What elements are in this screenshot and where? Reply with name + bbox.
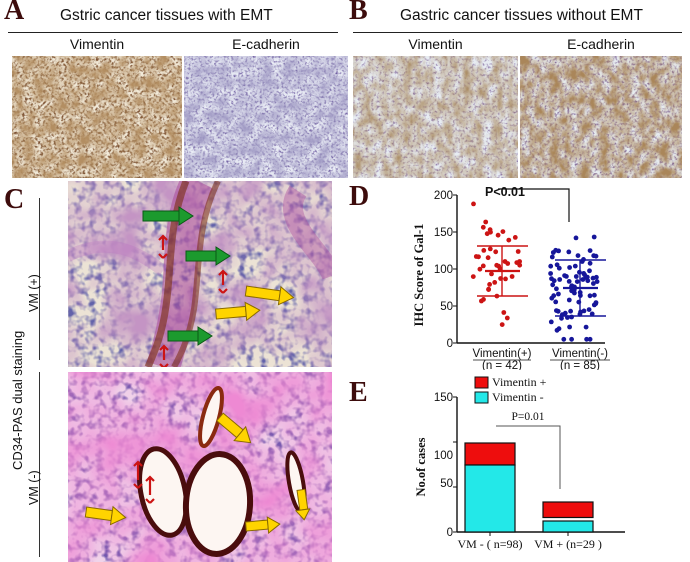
svg-text:Vimentin(-): Vimentin(-) bbox=[552, 348, 608, 360]
svg-text:(n = 85): (n = 85) bbox=[560, 360, 600, 370]
svg-text:150: 150 bbox=[434, 392, 453, 404]
svg-text:150: 150 bbox=[434, 227, 453, 239]
svg-text:0: 0 bbox=[447, 338, 453, 350]
svg-text:100: 100 bbox=[434, 450, 453, 462]
svg-text:No.of cases: No.of cases bbox=[414, 437, 428, 496]
svg-text:IHC Score of Gal-1: IHC Score of Gal-1 bbox=[412, 224, 426, 327]
svg-text:Vimentin -: Vimentin - bbox=[492, 390, 544, 404]
svg-text:P=0.01: P=0.01 bbox=[511, 411, 544, 423]
svg-text:Vimentin(+): Vimentin(+) bbox=[473, 348, 532, 360]
svg-text:Vimentin +: Vimentin + bbox=[492, 375, 547, 389]
svg-text:0: 0 bbox=[447, 527, 453, 539]
svg-text:VM - ( n=98): VM - ( n=98) bbox=[457, 537, 522, 551]
svg-text:VM + (n=29 ): VM + (n=29 ) bbox=[534, 537, 602, 551]
svg-text:200: 200 bbox=[434, 190, 453, 202]
svg-text:(n = 42): (n = 42) bbox=[482, 360, 522, 370]
svg-text:100: 100 bbox=[434, 264, 453, 276]
svg-text:50: 50 bbox=[440, 301, 453, 313]
svg-text:50: 50 bbox=[440, 478, 453, 490]
